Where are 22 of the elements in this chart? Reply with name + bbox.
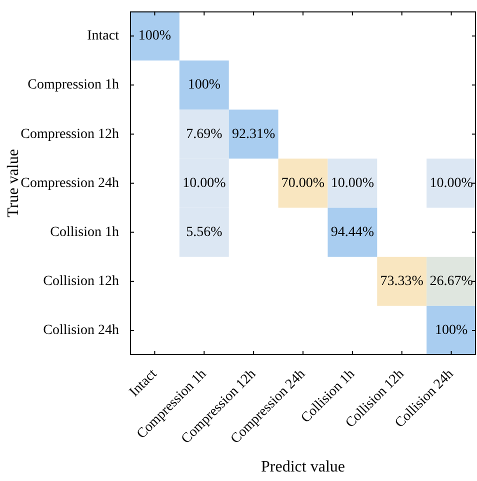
- data-label: 10.00%: [330, 176, 374, 191]
- data-label: 73.33%: [380, 274, 424, 290]
- x-axis-title: Predict value: [261, 458, 345, 476]
- data-label: 26.67%: [430, 274, 474, 290]
- data-label: 10.00%: [182, 176, 226, 191]
- y-axis-title: True value: [4, 149, 22, 218]
- y-tick-label: Compression 24h: [20, 176, 119, 191]
- y-tick-label: Collision 1h: [50, 224, 119, 240]
- data-label: 100%: [434, 323, 468, 338]
- y-tick-label: Compression 12h: [20, 126, 119, 142]
- data-label: 7.69%: [186, 126, 223, 142]
- data-label: 70.00%: [281, 176, 325, 191]
- y-tick-label: Intact: [87, 28, 120, 44]
- y-tick-label: Collision 24h: [43, 323, 119, 338]
- data-label: 100%: [138, 28, 172, 44]
- data-label: 100%: [188, 78, 221, 93]
- y-tick-label: Compression 1h: [28, 78, 119, 93]
- data-label: 94.44%: [330, 224, 374, 240]
- data-label: 92.31%: [232, 126, 276, 142]
- data-label: 5.56%: [186, 224, 223, 240]
- data-label: 10.00%: [430, 176, 474, 191]
- y-tick-label: Collision 12h: [43, 274, 119, 290]
